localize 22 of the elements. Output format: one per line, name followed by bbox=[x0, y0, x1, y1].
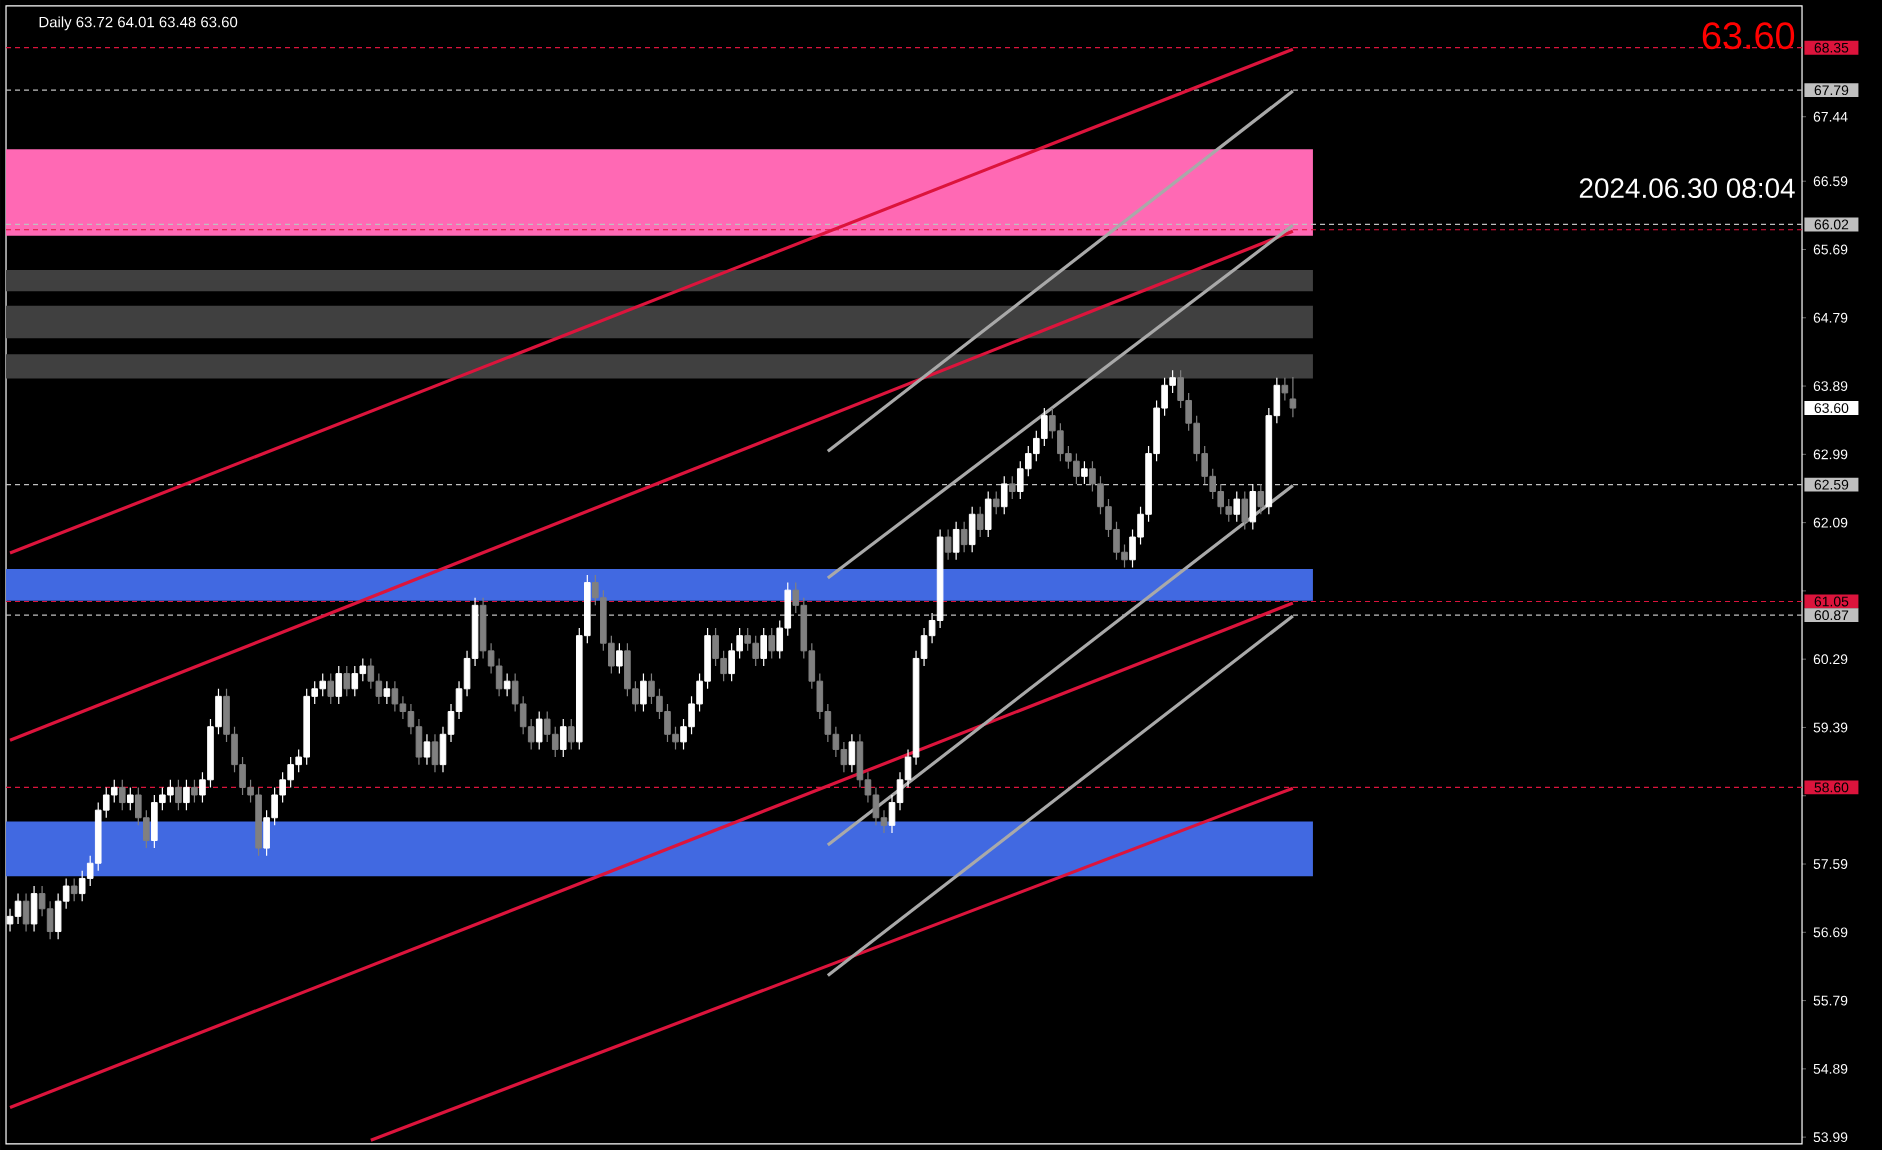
candlestick bbox=[431, 733, 439, 773]
candlestick bbox=[952, 521, 960, 561]
candlestick bbox=[503, 672, 511, 697]
candlestick bbox=[46, 900, 54, 940]
candlestick bbox=[375, 672, 383, 705]
candlestick bbox=[423, 733, 431, 766]
candlestick bbox=[495, 657, 503, 697]
candlestick bbox=[14, 893, 22, 925]
candlestick bbox=[30, 885, 38, 933]
candlestick bbox=[391, 680, 399, 713]
candlestick bbox=[936, 528, 944, 629]
candlestick bbox=[848, 733, 856, 773]
candlestick bbox=[856, 733, 864, 788]
candlestick bbox=[944, 528, 952, 561]
candlestick bbox=[22, 893, 30, 933]
candlestick bbox=[54, 893, 62, 940]
candlestick bbox=[383, 680, 391, 705]
annotation: 63.60 bbox=[1702, 22, 1795, 50]
annotation: 2024.06.30 08:04 bbox=[1579, 178, 1795, 199]
candlestick bbox=[872, 786, 880, 826]
candlestick bbox=[1289, 376, 1297, 418]
candlestick bbox=[1281, 377, 1289, 402]
